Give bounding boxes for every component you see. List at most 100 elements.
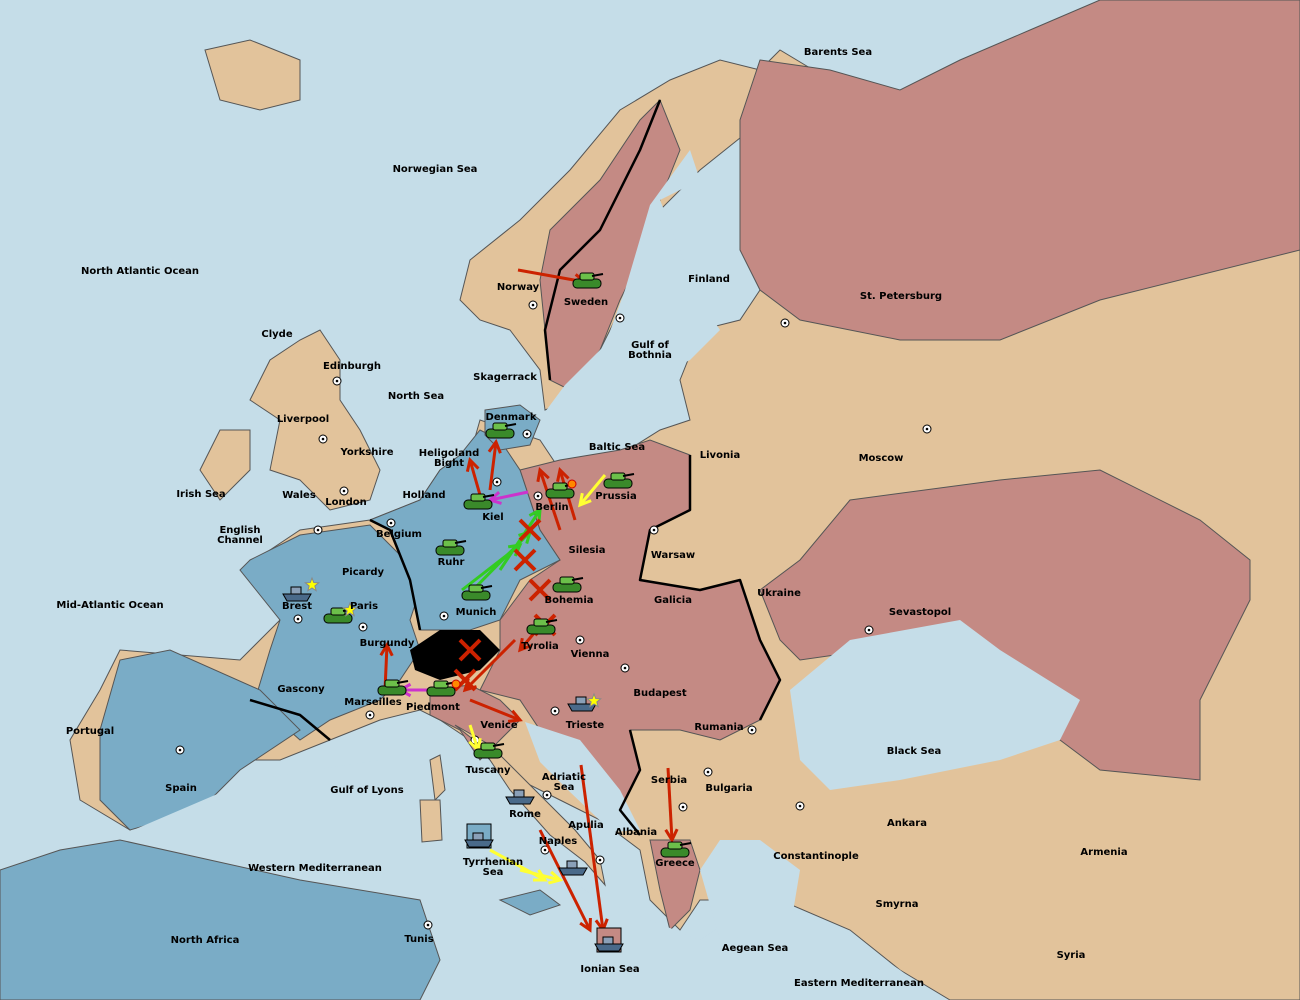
fleet-deck [513, 789, 525, 798]
region-label: North Atlantic Ocean [81, 266, 199, 277]
supply-center-dot [495, 480, 499, 484]
arrow-head [577, 492, 592, 508]
army-unit [572, 272, 604, 289]
region-label: Smyrna [876, 899, 919, 910]
fleet-hull [567, 703, 597, 712]
region-label: Liverpool [277, 414, 329, 425]
supply-center-dot [531, 303, 535, 307]
region-label: Rome [509, 809, 541, 820]
arrow-head [379, 641, 394, 657]
supply-center-dot [426, 923, 430, 927]
army-gun [454, 540, 467, 544]
arrow-head [556, 467, 570, 483]
baltic [545, 150, 720, 440]
army-gun [492, 743, 505, 747]
army-gun [591, 273, 604, 277]
region-label: Norway [497, 282, 540, 293]
region-label: Skagerrack [473, 372, 537, 383]
army-turret [384, 679, 400, 688]
russia-north [739, 0, 1300, 341]
region-label: Livonia [700, 450, 740, 461]
combat-marker [451, 679, 461, 689]
region-label: Syria [1057, 950, 1086, 961]
region-label: Bulgaria [705, 783, 752, 794]
region-label: Rumania [694, 722, 743, 733]
supply-center-dot [536, 494, 540, 498]
sicily [498, 889, 562, 916]
army-gun [571, 577, 584, 581]
border [638, 455, 782, 721]
region-label: Budapest [633, 688, 687, 699]
iceland [204, 39, 301, 111]
fleet-unit [464, 832, 494, 848]
south-land [0, 724, 606, 1000]
region-label: Naples [539, 836, 577, 847]
fleet-deck [290, 586, 302, 595]
border [543, 99, 662, 381]
supply-center-dot [652, 528, 656, 532]
arrow-head [487, 438, 502, 454]
fleet-hull [282, 593, 312, 602]
fleet-hull [505, 796, 535, 805]
region-label: Trieste [566, 720, 605, 731]
border [618, 729, 642, 836]
fleet-unit [594, 936, 624, 952]
region-label: Venice [480, 720, 517, 731]
region-label: Sweden [564, 297, 608, 308]
army-turret [552, 482, 568, 491]
region-label: Greece [655, 858, 695, 869]
region-label: Marseilles [344, 697, 401, 708]
army-turret [492, 422, 508, 431]
army-turret [468, 584, 484, 593]
supply-center-dot [316, 528, 320, 532]
supply-center-dot [598, 858, 602, 862]
supply-center-dot [618, 316, 622, 320]
region-label: Armenia [1080, 847, 1127, 858]
supply-center-dot [706, 770, 710, 774]
army-unit [526, 618, 558, 635]
region-label: Denmark [486, 412, 537, 423]
combat-marker [567, 479, 577, 489]
region-label: Portugal [66, 726, 114, 737]
supply-center-dot [543, 848, 547, 852]
region-label: Adriatic [542, 772, 586, 783]
supply-center-dot [553, 709, 557, 713]
region-label: Paris [350, 601, 378, 612]
region-label: Tyrolia [521, 641, 559, 652]
supply-center-dot [798, 804, 802, 808]
order-arrow [468, 459, 482, 496]
region-label: Moscow [859, 453, 904, 464]
fleet-deck [602, 936, 614, 945]
black-sea [790, 620, 1080, 790]
region-label: Yorkshire [340, 447, 394, 458]
arrow-head [517, 637, 532, 653]
region-label: Gascony [277, 684, 325, 695]
region-label: Ankara [887, 818, 927, 829]
region-label: Barents Sea [804, 47, 872, 58]
region-label: Norwegian Sea [393, 164, 478, 175]
region-label: Sea [483, 867, 504, 878]
army-turret [330, 607, 346, 616]
arrow-head [465, 456, 480, 473]
supply-center-dot [296, 617, 300, 621]
order-arrow [538, 829, 592, 931]
order-arrow [489, 490, 529, 502]
order-arrow [463, 638, 517, 692]
army-turret [433, 680, 449, 689]
region-label: North Africa [171, 935, 240, 946]
star-marker [586, 692, 602, 708]
arrow-head [548, 870, 564, 885]
arrow-head [664, 828, 679, 844]
fleet-deck [566, 860, 578, 869]
region-label: Silesia [569, 545, 606, 556]
supply-center-dot [681, 805, 685, 809]
supply-center-dot [368, 713, 372, 717]
corsica [429, 754, 446, 802]
region-label: Ukraine [757, 588, 801, 599]
region-label: Picardy [342, 567, 385, 578]
region-label: Aegean Sea [722, 943, 789, 954]
region-label: Baltic Sea [589, 442, 645, 453]
region-label: Tunis [404, 934, 433, 945]
supply-center-dot [925, 427, 929, 431]
